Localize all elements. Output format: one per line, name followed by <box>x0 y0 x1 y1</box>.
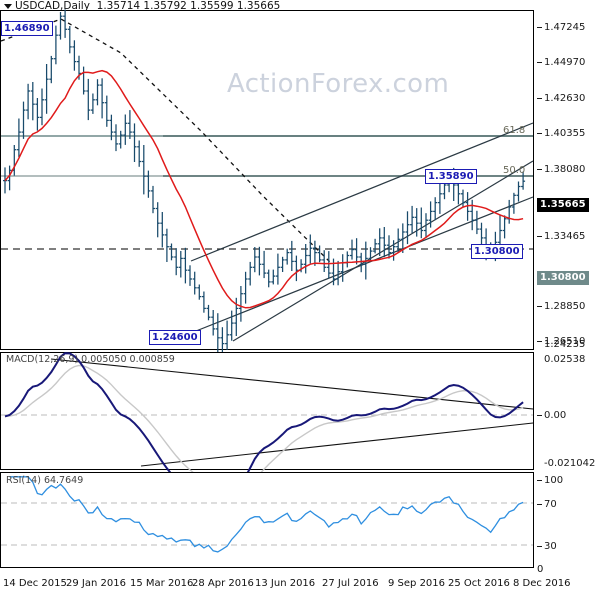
macd-axis: 0.02538 0.00 -0.021042 <box>534 352 600 470</box>
current-price-badge: 1.35665 <box>537 198 589 212</box>
rsi-chart-panel[interactable]: RSI(14) 64.7649 <box>0 472 534 568</box>
date-label: 9 Sep 2016 <box>388 578 446 589</box>
price-tag-low: 1.24600 <box>149 330 201 345</box>
collapse-caret-icon[interactable] <box>4 3 12 9</box>
price-tag-support: 1.30800 <box>471 244 523 259</box>
descending-trendline <box>0 18 332 264</box>
rsi-axis-tick-zero: 0 <box>537 564 544 575</box>
price-axis-tick: 1.33465 <box>536 231 586 242</box>
symbol-label: USDCAD,Daily <box>15 0 90 12</box>
ohlc-values: 1.35714 1.35792 1.35599 1.35665 <box>96 0 281 12</box>
macd-trend-lower <box>140 422 534 467</box>
rsi-axis: 100 70 30 <box>534 472 600 568</box>
fib-label-500: 50.0 <box>503 165 526 176</box>
price-axis-tick: 1.28850 <box>536 301 586 312</box>
macd-trend-upper <box>50 358 534 410</box>
macd-axis-tick: 0.02538 <box>544 354 586 365</box>
date-label: 13 Jun 2016 <box>255 578 316 589</box>
moving-average-line <box>4 69 524 309</box>
price-axis-tick: 1.42630 <box>536 93 586 104</box>
price-axis-tick: 1.26510 <box>536 336 586 347</box>
price-axis-tick-last: 1.24235 <box>544 339 586 350</box>
macd-chart-panel[interactable]: MACD(12,26,9) 0.005050 0.000859 <box>0 352 534 504</box>
macd-signal-line <box>4 364 524 496</box>
date-axis: 14 Dec 2015 29 Jan 2016 15 Mar 2016 28 A… <box>0 568 600 600</box>
date-label: 28 Apr 2016 <box>192 578 254 589</box>
date-label: 29 Jan 2016 <box>66 578 126 589</box>
rsi-axis-tick: 70 <box>537 499 557 510</box>
chart-header: USDCAD,Daily 1.35714 1.35792 1.35599 1.3… <box>4 0 280 12</box>
channel-mid-line <box>232 160 534 342</box>
price-chart-canvas <box>0 9 534 356</box>
rsi-axis-tick: 100 <box>536 475 564 486</box>
date-label: 15 Mar 2016 <box>130 578 194 589</box>
date-label: 25 Oct 2016 <box>448 578 510 589</box>
fib-label-618: 61.8 <box>503 125 526 136</box>
price-tag-high: 1.46890 <box>1 21 53 36</box>
channel-upper-line <box>190 122 534 262</box>
channel-lower-line <box>190 196 534 334</box>
rsi-axis-tick: 30 <box>537 541 557 552</box>
macd-chart-canvas <box>1 352 534 504</box>
date-label: 8 Dec 2016 <box>513 578 571 589</box>
date-label: 14 Dec 2015 <box>3 578 67 589</box>
watermark: ActionForex.com <box>227 69 450 99</box>
price-chart-panel[interactable]: ActionForex.com 1.46890 1.35890 1.30800 … <box>0 9 534 356</box>
rsi-main-line <box>9 476 524 553</box>
rsi-chart-canvas <box>1 476 533 553</box>
price-axis-tick: 1.47245 <box>536 22 586 33</box>
price-axis-tick: 1.40355 <box>536 128 586 139</box>
price-axis: 1.47245 1.44970 1.42630 1.40355 1.38080 … <box>534 10 600 350</box>
macd-title: MACD(12,26,9) 0.005050 0.000859 <box>6 354 175 365</box>
support-level-badge: 1.30800 <box>537 271 589 285</box>
price-axis-tick: 1.44970 <box>536 57 586 68</box>
macd-main-line <box>4 352 524 504</box>
price-axis-tick: 1.38080 <box>536 164 586 175</box>
price-tag-resistance: 1.35890 <box>425 169 477 184</box>
macd-axis-tick: -0.021042 <box>544 458 596 469</box>
rsi-title: RSI(14) 64.7649 <box>6 475 84 486</box>
macd-axis-tick: 0.00 <box>536 410 567 421</box>
date-label: 27 Jul 2016 <box>322 578 379 589</box>
